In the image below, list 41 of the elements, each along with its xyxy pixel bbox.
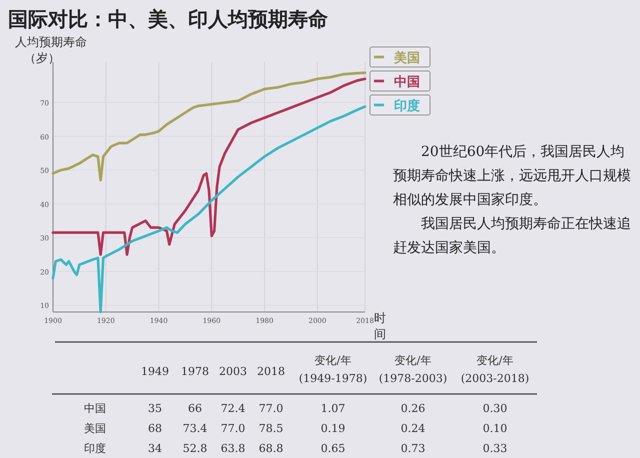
line-series (52, 72, 366, 182)
text: 68 (148, 422, 162, 435)
chart-title: 国际对比：中、美、印人均预期寿命 (8, 7, 328, 31)
text: 35 (148, 402, 162, 415)
category-label: 印度 (84, 442, 106, 455)
text: 0.10 (482, 422, 508, 435)
text: 68.8 (258, 442, 284, 455)
category-label: 变化/年 (2003-2018) (460, 354, 530, 385)
text: 63.8 (220, 442, 246, 455)
text: 0.30 (482, 402, 508, 415)
category-label: 1978 (181, 365, 209, 378)
category-label: 变化/年 (1949-1978) (298, 354, 368, 385)
line-series (52, 78, 366, 256)
y-axis-title: 人均预期寿命（岁） (15, 35, 87, 65)
category-label: 变化/年 (1978-2003) (378, 354, 448, 385)
text: 0.73 (400, 442, 426, 455)
text: 78.5 (258, 422, 284, 435)
legend-label: 印度 (394, 98, 420, 114)
text: 20世纪60年代后，我国居民人均预期寿命快速上涨，远远甩开人口规模相似的发展中国家印度。 (393, 143, 632, 210)
legend-label: 美国 (393, 50, 420, 66)
text: 52.8 (182, 442, 208, 455)
text: 34 (148, 442, 162, 455)
legend-label: 中国 (394, 75, 420, 90)
text: 0.33 (482, 442, 508, 455)
text: 0.24 (400, 422, 426, 435)
text: 1.07 (320, 402, 346, 415)
x-axis-title: 时间 (374, 311, 386, 341)
category-label: 2018 (257, 365, 285, 378)
text: 0.19 (320, 422, 346, 435)
category-label: 中国 (84, 402, 106, 415)
category-label: 2003 (219, 365, 247, 378)
text: 0.26 (400, 402, 426, 415)
text: 73.4 (182, 422, 208, 435)
text: 我国居民人均预期寿命正在快速追赶发达国家美国。 (393, 215, 632, 258)
text: 77.0 (258, 402, 284, 415)
category-label: 1949 (141, 365, 169, 378)
text: 66 (188, 402, 202, 415)
text: 72.4 (220, 402, 246, 415)
category-label: 美国 (84, 422, 106, 435)
text: 77.0 (220, 422, 246, 435)
text: 0.65 (320, 442, 346, 455)
